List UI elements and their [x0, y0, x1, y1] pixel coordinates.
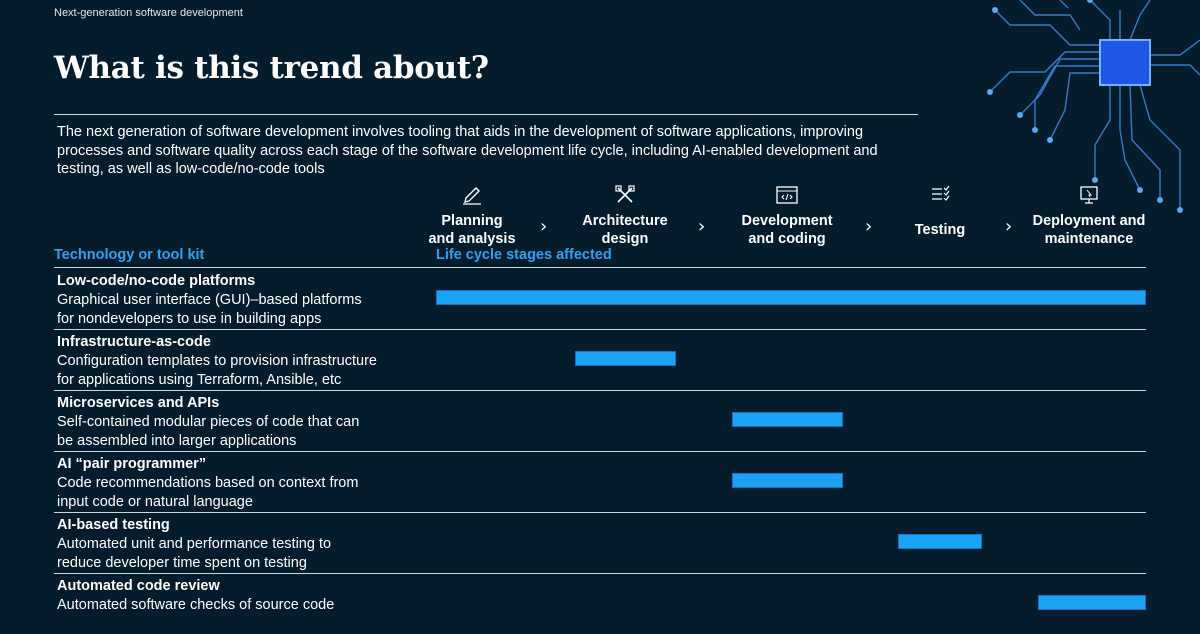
stage-label-line1: Deployment and [1032, 213, 1146, 229]
stage-bar [1038, 595, 1146, 610]
stage-bar [575, 351, 676, 366]
title-divider [54, 114, 918, 115]
stage-label-line2: and coding [748, 231, 826, 247]
table-row: Microservices and APIs Self-contained mo… [54, 390, 1146, 452]
stage-label-line1: Development [741, 213, 833, 229]
page-title: What is this trend about? [54, 50, 489, 86]
stage-label-line2: and analysis [428, 231, 516, 247]
tool-description: Automated software checks of source code [57, 597, 335, 613]
stage-planning: Planning and analysis [407, 178, 537, 248]
stage-bar [898, 534, 982, 549]
checklist-icon [875, 178, 1005, 212]
tool-description: Code recommendations based on context fr… [57, 475, 359, 510]
header-divider [54, 267, 1146, 268]
table-row: Infrastructure-as-code Configuration tem… [54, 329, 1146, 391]
tool-description: Self-contained modular pieces of code th… [57, 414, 360, 449]
stage-deployment: Deployment and maintenance [1024, 178, 1154, 248]
table-row: AI-based testing Automated unit and perf… [54, 512, 1146, 574]
table-row: Automated code review Automated software… [54, 573, 1146, 634]
tool-name: Microservices and APIs [57, 395, 220, 411]
stage-bar [436, 290, 1146, 305]
stage-architecture: Architecture design [560, 178, 690, 248]
chevron-right-icon: › [698, 216, 706, 237]
circuit-chip-graphic [987, 0, 1200, 213]
column-header-tool-kit: Technology or tool kit [54, 247, 205, 263]
tool-name: Automated code review [57, 578, 220, 594]
tools-icon [560, 178, 690, 212]
stage-label-line2: maintenance [1044, 231, 1134, 247]
tool-description: Automated unit and performance testing t… [57, 536, 332, 571]
stage-label-line1: Planning [441, 213, 503, 229]
monitor-cursor-icon [1024, 178, 1154, 212]
tool-name: AI-based testing [57, 517, 170, 533]
code-window-icon [722, 178, 852, 212]
stage-testing: Testing [875, 178, 1005, 248]
stage-label-line2: design [601, 231, 649, 247]
intro-paragraph: The next generation of software developm… [57, 124, 878, 177]
chevron-right-icon: › [540, 216, 548, 237]
stage-label-line1: Testing [914, 222, 966, 238]
chevron-right-icon: › [1005, 216, 1013, 237]
stage-development: Development and coding [722, 178, 852, 248]
stage-label-line1: Architecture [582, 213, 668, 229]
table-row: Low-code/no-code platforms Graphical use… [54, 268, 1146, 330]
tool-name: Low-code/no-code platforms [57, 273, 256, 289]
stage-bar [732, 412, 843, 427]
stage-bar [732, 473, 843, 488]
tool-description: Configuration templates to provision inf… [57, 353, 377, 388]
tool-name: AI “pair programmer” [57, 456, 207, 472]
column-header-stages: Life cycle stages affected [436, 247, 612, 263]
tool-description: Graphical user interface (GUI)–based pla… [57, 292, 362, 327]
section-label: Next-generation software development [54, 7, 243, 19]
pencil-icon [407, 178, 537, 212]
table-row: AI “pair programmer” Code recommendation… [54, 451, 1146, 513]
tool-name: Infrastructure-as-code [57, 334, 211, 350]
chevron-right-icon: › [865, 216, 873, 237]
